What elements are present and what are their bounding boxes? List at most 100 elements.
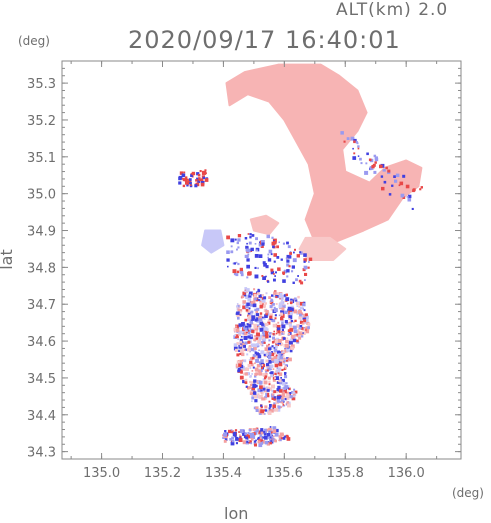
x-tick-label: 135.4	[205, 466, 242, 481]
echo-pixel	[374, 161, 377, 164]
echo-pixel	[364, 170, 369, 175]
echo-pixel	[259, 312, 263, 315]
echo-pixel	[278, 387, 281, 390]
echo-pixel	[183, 171, 186, 174]
echo-pixel	[256, 307, 260, 311]
echo-pixel	[262, 299, 266, 303]
echo-pixel	[280, 400, 284, 404]
echo-pixel	[278, 439, 280, 442]
echo-pixel	[251, 386, 255, 391]
echo-pixel	[272, 245, 275, 249]
echo-pixel	[286, 437, 291, 441]
echo-pixel	[189, 181, 192, 185]
echo-pixel	[259, 327, 264, 332]
echo-pixel	[304, 279, 306, 281]
echo-pixel	[274, 317, 277, 320]
echo-pixel	[260, 240, 265, 244]
echo-pixel	[245, 385, 248, 388]
echo-pixel	[286, 259, 290, 263]
echo-pixel	[257, 380, 260, 383]
echo-pixel	[265, 310, 269, 314]
echo-pixel	[249, 340, 252, 343]
echo-pixel	[244, 287, 248, 290]
y-tick-label: 34.7	[27, 298, 56, 313]
echo-pixel	[293, 325, 297, 330]
echo-pixel	[234, 348, 239, 352]
echo-pixel	[195, 179, 198, 182]
echo-pixel	[369, 158, 374, 163]
echo-pixel	[251, 301, 254, 304]
echo-pixel	[263, 296, 267, 300]
echo-pixel	[278, 435, 282, 439]
echo-pixel	[257, 395, 261, 399]
echo-pixel	[236, 303, 239, 305]
echo-pixel	[199, 170, 202, 173]
echo-pixel	[286, 241, 289, 245]
echo-pixel	[241, 322, 245, 326]
echo-pixel	[238, 438, 243, 442]
echo-pixel	[280, 398, 284, 402]
echo-pixel	[270, 332, 273, 335]
echo-pixel	[291, 308, 294, 311]
echo-pixel	[271, 357, 275, 361]
echo-pixel	[284, 320, 288, 324]
echo-pixel	[274, 407, 278, 412]
echo-pixel	[278, 302, 282, 306]
echo-pixel	[288, 387, 291, 391]
echo-pixel	[182, 184, 186, 188]
echo-pixel	[285, 321, 289, 325]
echo-pixel	[304, 272, 308, 276]
echo-pixel	[266, 442, 270, 446]
echo-pixel	[274, 432, 279, 437]
echo-pixel	[222, 437, 225, 439]
echo-pixel	[270, 371, 274, 375]
echo-pixel	[248, 307, 251, 310]
echo-pixel	[276, 337, 280, 341]
echo-pixel	[264, 314, 268, 318]
echo-pixel	[265, 428, 269, 432]
echo-pixel	[282, 404, 285, 406]
echo-pixel	[270, 368, 272, 371]
echo-pixel	[267, 359, 272, 364]
echo-pixel	[267, 318, 271, 322]
echo-pixel	[287, 245, 291, 249]
echo-pixel	[263, 341, 266, 344]
echo-pixel	[249, 375, 252, 378]
y-tick-label: 35.3	[27, 77, 56, 92]
echo-pixel	[254, 362, 256, 365]
echo-pixel	[254, 313, 257, 316]
echo-pixel	[357, 145, 360, 148]
echo-pixel	[240, 335, 243, 338]
echo-pixel	[267, 321, 271, 325]
echo-pixel	[233, 327, 238, 332]
echo-pixel	[289, 251, 292, 253]
echo-pixel	[179, 171, 184, 175]
echo-pixel	[273, 356, 278, 360]
echo-pixel	[279, 292, 283, 296]
echo-pixel	[254, 308, 257, 312]
echo-pixel	[298, 331, 303, 336]
echo-pixel	[282, 304, 286, 309]
echo-pixel	[235, 273, 239, 277]
echo-pixel	[230, 238, 235, 243]
echo-pixel	[248, 440, 252, 444]
echo-pixel	[264, 441, 268, 445]
echo-pixel	[248, 440, 250, 442]
y-tick-label: 34.6	[27, 335, 56, 350]
echo-pixel	[366, 152, 369, 156]
echo-pixel	[246, 288, 250, 292]
echo-pixel	[186, 178, 189, 181]
echo-pixel	[236, 305, 239, 308]
echo-pixel	[412, 189, 415, 193]
echo-pixel	[181, 177, 184, 180]
echo-pixel	[294, 248, 296, 251]
echo-pixel	[242, 332, 245, 335]
echo-pixel	[251, 438, 254, 441]
echo-pixel	[373, 154, 377, 158]
echo-pixel	[281, 387, 285, 391]
echo-pixel	[261, 412, 265, 415]
echo-pixel	[244, 348, 247, 351]
echo-pixel	[268, 387, 272, 391]
echo-pixel	[268, 427, 272, 432]
echo-pixel	[262, 390, 265, 393]
